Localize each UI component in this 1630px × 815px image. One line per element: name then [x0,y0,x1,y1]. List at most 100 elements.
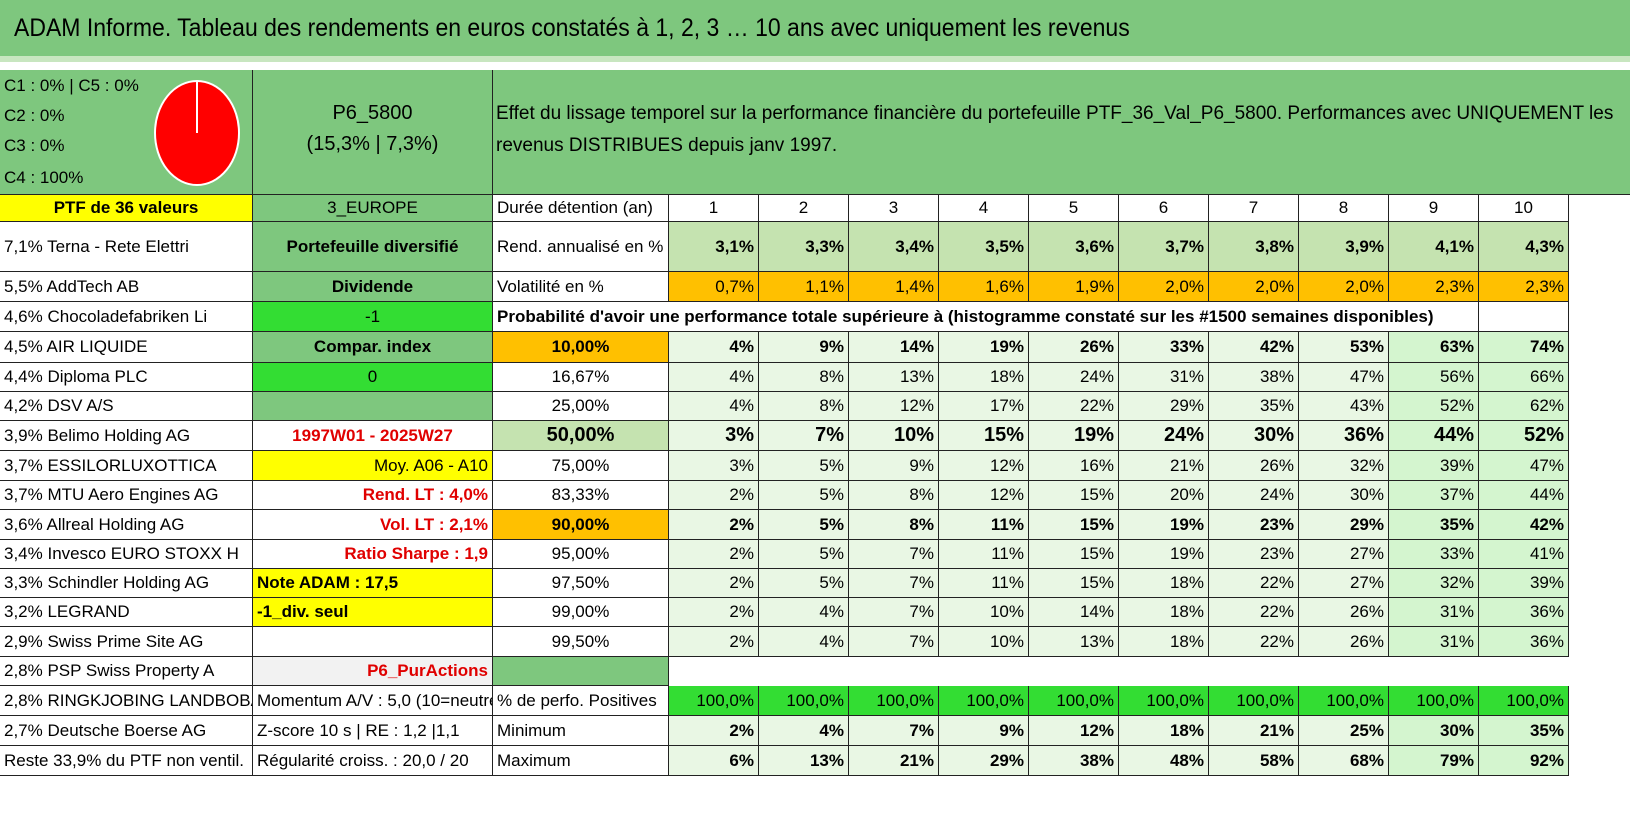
quantile-value: 7% [849,627,939,657]
quantile-value: 2% [669,598,759,627]
quantile-value: 4% [669,363,759,392]
quantile-value: 31% [1119,363,1209,392]
sharpe-ratio: Ratio Sharpe : 1,9 [253,540,493,569]
year-header: 9 [1389,195,1479,222]
quantile-value: 13% [849,363,939,392]
quantile-value: 15% [1029,540,1119,569]
minimum-value: 2% [669,716,759,746]
quantile-value: 2% [669,510,759,540]
quantile-value: 33% [1389,540,1479,569]
positive-perf-value: 100,0% [1029,686,1119,716]
volatility-value: 1,4% [849,272,939,302]
quantile-value: 12% [939,481,1029,510]
quantile-value: 26% [1299,598,1389,627]
minimum-value: 21% [1209,716,1299,746]
minimum-value: 35% [1479,716,1569,746]
quantile-value: 29% [1119,392,1209,421]
annual-return-value: 3,9% [1299,222,1389,272]
pie-legend-c4: C4 : 100% [4,168,84,187]
quantile-value: 43% [1299,392,1389,421]
year-header: 4 [939,195,1029,222]
quantile-value: 12% [939,451,1029,481]
quantile-value: 33% [1119,332,1209,363]
minimum-value: 7% [849,716,939,746]
quantile-value: 10% [939,598,1029,627]
maximum-value: 79% [1389,746,1479,776]
maximum-value: 13% [759,746,849,776]
quantile-value: 5% [759,540,849,569]
pie-panel: C1 : 0% | C5 : 0% C2 : 0% C3 : 0% C4 : 1… [0,70,253,195]
quantile-value: 5% [759,451,849,481]
annual-return-value: 3,5% [939,222,1029,272]
quantile-value: 18% [1119,569,1209,598]
holding-row: 3,3% Schindler Holding AG [0,569,253,598]
holding-row: 2,9% Swiss Prime Site AG [0,627,253,657]
quantile-value: 56% [1389,363,1479,392]
portfolio-description: Effet du lissage temporel sur la perform… [493,70,1630,195]
positive-perf-value: 100,0% [939,686,1029,716]
quantile-value: 19% [1119,510,1209,540]
minimum-value: 4% [759,716,849,746]
holding-row: 7,1% Terna - Rete Elettri [0,222,253,272]
annual-return-value: 3,3% [759,222,849,272]
compar-index-label: Compar. index [253,332,493,363]
positive-perf-value: 100,0% [1119,686,1209,716]
index-compare-value: -1 [253,302,493,332]
quantile-value: 37% [1389,481,1479,510]
quantile-value: 8% [759,392,849,421]
quantile-value: 26% [1299,627,1389,657]
quantile-value: 24% [1029,363,1119,392]
quantile-value: 3% [669,421,759,451]
holding-row: 4,4% Diploma PLC [0,363,253,392]
maximum-value: 6% [669,746,759,776]
quantile-value: 42% [1209,332,1299,363]
quantile-value: 16% [1029,451,1119,481]
volatility-value: 1,6% [939,272,1029,302]
maximum-value: 92% [1479,746,1569,776]
quantile-value: 24% [1209,481,1299,510]
blank-cell [253,627,493,657]
quantile-value: 11% [939,510,1029,540]
quantile-label: 90,00% [493,510,669,540]
quantile-value: 30% [1209,421,1299,451]
quantile-value: 15% [1029,569,1119,598]
quantile-label: 16,67% [493,363,669,392]
positive-perf-value: 100,0% [669,686,759,716]
minimum-value: 25% [1299,716,1389,746]
positive-perf-value: 100,0% [1389,686,1479,716]
quantile-value: 23% [1209,540,1299,569]
positive-perf-value: 100,0% [1209,686,1299,716]
dividend-label: Dividende [253,272,493,302]
quantile-value: 35% [1209,392,1299,421]
quantile-value: 15% [1029,510,1119,540]
holding-row: 5,5% AddTech AB [0,272,253,302]
holding-row: 3,2% LEGRAND [0,598,253,627]
quantile-value: 17% [939,392,1029,421]
annual-return-label: Rend. annualisé en % [493,222,669,272]
holding-row: 4,5% AIR LIQUIDE [0,332,253,363]
quantile-value: 4% [759,598,849,627]
pie-legend-c3: C3 : 0% [4,136,65,155]
quantile-value: 26% [1029,332,1119,363]
quantile-value: 15% [939,421,1029,451]
quantile-label: 25,00% [493,392,669,421]
quantile-value: 4% [759,627,849,657]
portfolio-type: P6_PurActions [253,657,493,686]
volatility-value: 2,0% [1119,272,1209,302]
quantile-label: 99,50% [493,627,669,657]
maximum-value: 29% [939,746,1029,776]
year-header: 3 [849,195,939,222]
holding-row: 4,2% DSV A/S [0,392,253,421]
quantile-value: 7% [849,598,939,627]
pie-legend-c2: C2 : 0% [4,106,65,125]
quantile-value: 2% [669,569,759,598]
region-label: 3_EUROPE [253,195,493,222]
quantile-value: 19% [1119,540,1209,569]
quantile-value: 19% [1029,421,1119,451]
quantile-label: 97,50% [493,569,669,598]
quantile-value: 32% [1299,451,1389,481]
holding-row: 3,7% MTU Aero Engines AG [0,481,253,510]
portfolio-name: P6_5800 [332,102,413,124]
volatility-value: 0,7% [669,272,759,302]
quantile-value: 62% [1479,392,1569,421]
